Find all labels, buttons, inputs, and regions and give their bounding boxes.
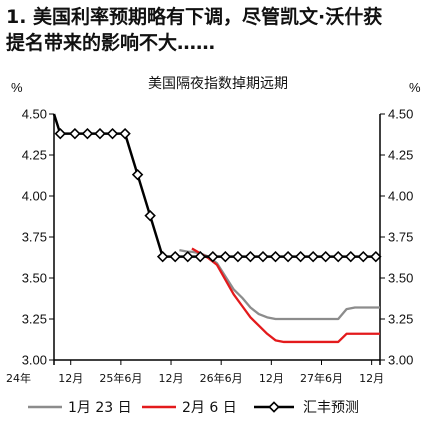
x-tick-label: 12月 [159,372,184,385]
chart-title: 美国隔夜指数掉期远期 [148,76,288,92]
series-line [191,247,380,344]
diamond-marker [81,127,94,140]
left-y-tick-label: 4.50 [22,107,47,122]
left-y-tick-label: 3.25 [22,312,47,327]
right-axis-unit: % [409,80,421,95]
x-tick-label: 27年6月 [300,371,343,385]
diamond-marker [69,127,81,140]
left-y-tick-label: 3.75 [22,230,47,245]
diamond-marker [106,127,119,140]
left-y-tick-label: 4.25 [22,148,47,163]
diamond-marker [232,250,244,263]
x-tick-label: 12月 [259,372,284,385]
left-y-tick-label: 3.50 [22,271,47,286]
right-y-tick-label: 4.25 [388,148,413,163]
diamond-marker [119,127,131,140]
diamond-marker [207,250,219,263]
diamond-marker [169,250,181,263]
left-y-tick-label: 4.00 [22,189,47,204]
diamond-marker [54,127,67,140]
x-tick-label: 12月 [58,372,83,385]
diamond-marker [219,250,232,263]
series-1 [191,247,380,344]
axes: 3.00 3.00 3.25 3.25 3.50 3.50 3.75 3.75 4.00 4.00… [6,107,413,386]
right-y-tick-label: 3.00 [388,353,413,368]
legend: 1月 23 日 2月 6 日 汇丰预测 [28,400,359,416]
right-y-tick-label: 3.25 [388,312,413,327]
diamond-marker [156,250,169,263]
legend-item-2: 汇丰预测 [254,400,359,416]
series-layer [52,113,382,344]
legend-label: 1月 23 日 [68,400,132,416]
diamond-marker [244,250,257,263]
diamond-marker [307,250,319,263]
diamond-marker [182,250,194,263]
diamond-marker [345,250,357,263]
legend-label: 汇丰预测 [303,400,359,416]
left-y-tick-label: 3.00 [22,353,47,368]
diamond-marker [144,209,156,222]
legend-diamond-marker [268,401,280,413]
legend-item-1: 2月 6 日 [142,400,237,416]
diamond-marker [294,250,307,263]
series-2 [52,113,382,263]
x-tick-label: 26年6月 [200,371,243,385]
x-tick-label: 24年 [6,371,31,385]
diamond-marker [319,250,332,263]
diamond-marker [269,250,282,263]
x-tick-label: 25年6月 [99,371,142,385]
diamond-marker [131,168,144,181]
chart-heading: 1. 美国利率预期略有下调，尽管凯文·沃什获 提名带来的影响不大…… [6,4,426,56]
diamond-marker [282,250,294,263]
right-y-tick-label: 4.00 [388,189,413,204]
diamond-marker [94,127,106,140]
legend-label: 2月 6 日 [182,400,237,416]
diamond-marker [357,250,370,263]
diamond-marker [194,250,207,263]
left-axis-unit: % [11,80,23,95]
right-y-tick-label: 3.75 [388,230,413,245]
diamond-marker [332,250,344,263]
x-tick-label: 12月 [359,372,384,385]
diamond-marker [370,250,382,263]
legend-item-0: 1月 23 日 [28,400,132,416]
right-y-tick-label: 3.50 [388,271,413,286]
diamond-marker [257,250,269,263]
heading-line-1: 1. 美国利率预期略有下调，尽管凯文·沃什获 [6,6,383,28]
heading-line-2: 提名带来的影响不大…… [6,32,216,54]
right-y-tick-label: 4.50 [388,107,413,122]
